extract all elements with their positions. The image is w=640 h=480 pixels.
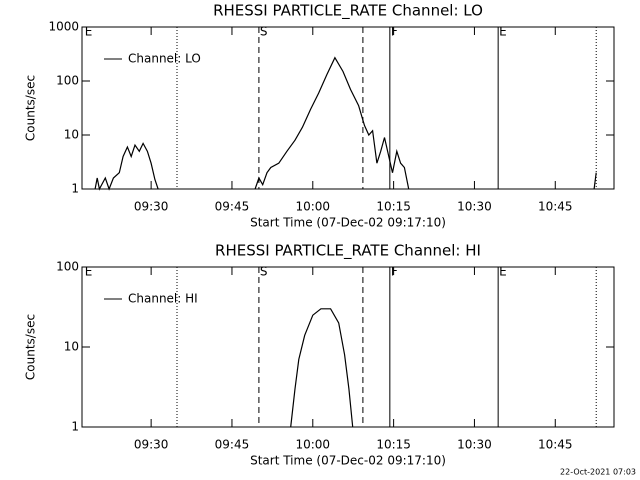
x-tick-label: 10:15 [376, 200, 411, 214]
y-tick-label: 1 [71, 182, 79, 196]
event-label: E [499, 265, 507, 279]
x-tick-label: 10:00 [295, 200, 330, 214]
x-axis-label: Start Time (07-Dec-02 09:17:10) [250, 216, 446, 230]
x-tick-label: 10:00 [295, 438, 330, 452]
event-label: E [499, 25, 507, 39]
data-line [290, 308, 354, 428]
y-axis-label: Counts/sec [24, 314, 38, 380]
x-tick-label: 10:45 [538, 200, 573, 214]
x-axis-label: Start Time (07-Dec-02 09:17:10) [250, 454, 446, 468]
y-tick-label: 1000 [48, 20, 79, 34]
chart-title: RHESSI PARTICLE_RATE Channel: HI [215, 242, 481, 261]
x-tick-label: 09:45 [215, 200, 250, 214]
x-tick-label: 10:30 [457, 200, 492, 214]
event-label: S [260, 265, 268, 279]
event-label: S [260, 25, 268, 39]
data-line [94, 56, 597, 191]
footer-timestamp: 22-Oct-2021 07:03 [560, 468, 636, 477]
x-tick-label: 10:15 [376, 438, 411, 452]
y-tick-label: 100 [56, 74, 79, 88]
x-tick-label: 09:30 [134, 438, 169, 452]
y-tick-label: 100 [56, 260, 79, 274]
x-tick-label: 10:45 [538, 438, 573, 452]
event-label: E [85, 25, 93, 39]
y-tick-label: 1 [71, 420, 79, 434]
event-label: E [85, 265, 93, 279]
y-axis-label: Counts/sec [24, 75, 38, 141]
plot-frame [81, 26, 615, 190]
event-label: F [391, 25, 398, 39]
x-tick-label: 10:30 [457, 438, 492, 452]
x-tick-label: 09:45 [215, 438, 250, 452]
y-tick-label: 10 [64, 340, 79, 354]
y-tick-label: 10 [64, 128, 79, 142]
event-label: F [391, 265, 398, 279]
chart-title: RHESSI PARTICLE_RATE Channel: LO [213, 2, 483, 21]
legend-label: Channel: LO [128, 52, 201, 66]
x-tick-label: 09:30 [134, 200, 169, 214]
legend-label: Channel: HI [128, 292, 198, 306]
